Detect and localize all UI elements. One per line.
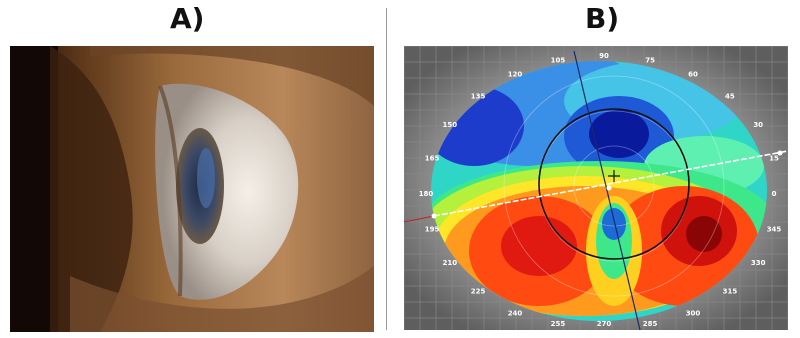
degree-label: 300 <box>686 310 701 318</box>
degree-label: 45 <box>725 92 735 100</box>
degree-label: 345 <box>767 226 782 234</box>
degree-label: 210 <box>442 259 457 267</box>
degree-label: 90 <box>599 52 609 60</box>
degree-label: 165 <box>425 154 440 162</box>
degree-label: 105 <box>551 57 566 65</box>
degree-label: 225 <box>471 288 486 296</box>
degree-label: 60 <box>688 71 698 79</box>
degree-label: 240 <box>508 310 523 318</box>
degree-label: 15 <box>769 154 779 162</box>
eye-profile-photo <box>10 46 374 332</box>
degree-label: 135 <box>471 92 486 100</box>
panel-divider <box>386 8 387 330</box>
degree-label: 315 <box>723 288 738 296</box>
degree-label: 150 <box>442 121 457 129</box>
degree-label: 30 <box>753 121 763 129</box>
degree-label: 270 <box>597 320 612 328</box>
flat-axis-line <box>433 150 788 217</box>
corneal-topography-map: 90 75 60 45 30 15 0 345 330 315 300 285 270 255 240 225… <box>404 46 788 330</box>
degree-label: 120 <box>508 71 523 79</box>
degree-label: 75 <box>645 57 655 65</box>
panel-b-label: B) <box>585 2 620 35</box>
degree-label: 330 <box>751 259 766 267</box>
degree-labels: 9075604530150345330315300285270255240225… <box>419 52 782 328</box>
topography-color-layer <box>431 61 767 321</box>
panel-a-label: A) <box>170 2 205 35</box>
degree-label: 285 <box>643 320 658 328</box>
degree-label: 195 <box>425 226 440 234</box>
steep-axis-line <box>573 50 641 330</box>
degree-label: 0 <box>772 190 777 198</box>
degree-label: 255 <box>551 320 566 328</box>
pupil-circle <box>538 108 690 260</box>
degree-label: 180 <box>419 190 434 198</box>
